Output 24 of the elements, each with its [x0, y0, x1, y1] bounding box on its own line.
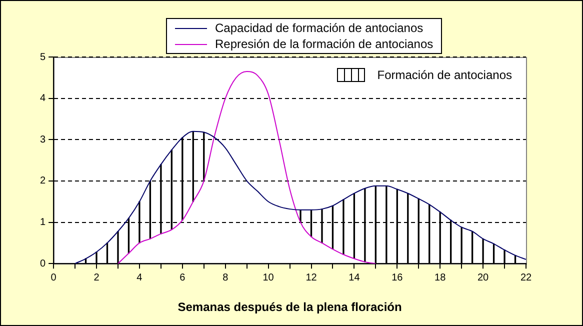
y-tick-label: 5: [40, 52, 46, 63]
x-tick-label: 12: [306, 272, 318, 284]
x-tick-label: 2: [94, 272, 100, 284]
x-tick-label: 0: [50, 272, 57, 284]
x-tick-label: 6: [180, 272, 186, 284]
y-tick-label: 4: [40, 93, 46, 104]
legend-label: Capacidad de formación de antocianos: [215, 20, 424, 36]
line-series: [74, 130, 526, 264]
x-tick-label: 16: [392, 272, 404, 284]
x-tick-label: 20: [477, 272, 490, 284]
y-tick-label: 0: [40, 258, 46, 270]
x-tick-label: 14: [348, 272, 360, 284]
y-tick-label: 3: [40, 134, 46, 146]
x-tick-label: 22: [520, 272, 532, 284]
legend-label: Represión de la formación de antocianos: [215, 36, 434, 52]
x-tick-label: 8: [222, 272, 229, 284]
legend-label: Formación de antocianos: [377, 67, 512, 83]
line-series: [117, 70, 376, 264]
x-tick-label: 18: [434, 272, 446, 284]
y-tick-label: 1: [40, 217, 46, 228]
y-tick-label: 2: [40, 176, 46, 187]
x-tick-label: 4: [136, 272, 143, 284]
x-axis-title: Semanas después de la plena floración: [178, 300, 402, 314]
x-tick-label: 10: [262, 272, 274, 284]
